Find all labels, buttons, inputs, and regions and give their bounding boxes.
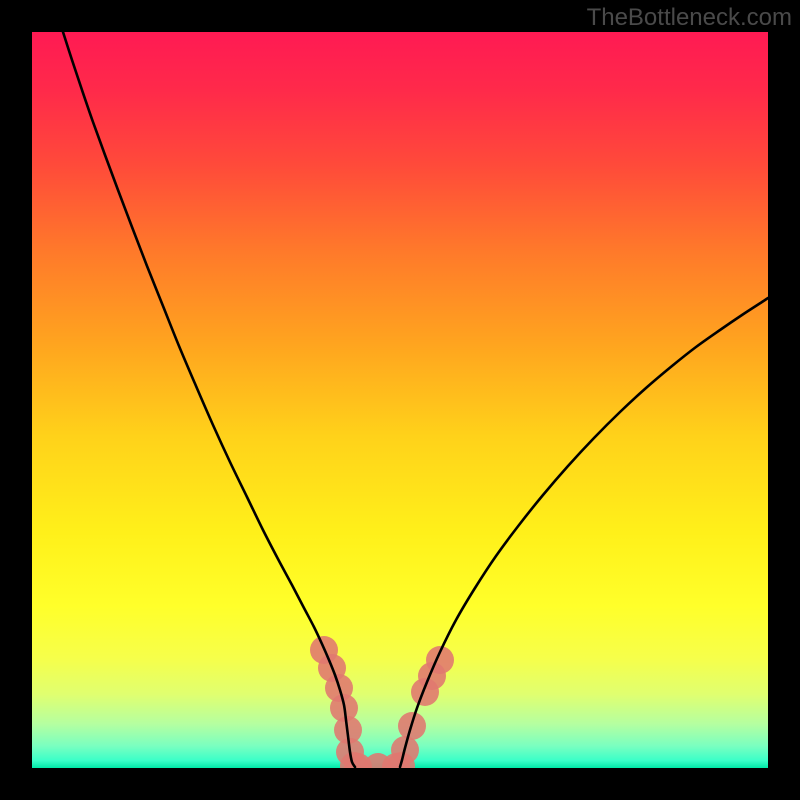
- chart-svg: [0, 0, 800, 800]
- curve-right: [400, 298, 768, 767]
- chart-stage: TheBottleneck.com: [0, 0, 800, 800]
- curve-left: [63, 32, 355, 767]
- watermark-text: TheBottleneck.com: [587, 4, 792, 32]
